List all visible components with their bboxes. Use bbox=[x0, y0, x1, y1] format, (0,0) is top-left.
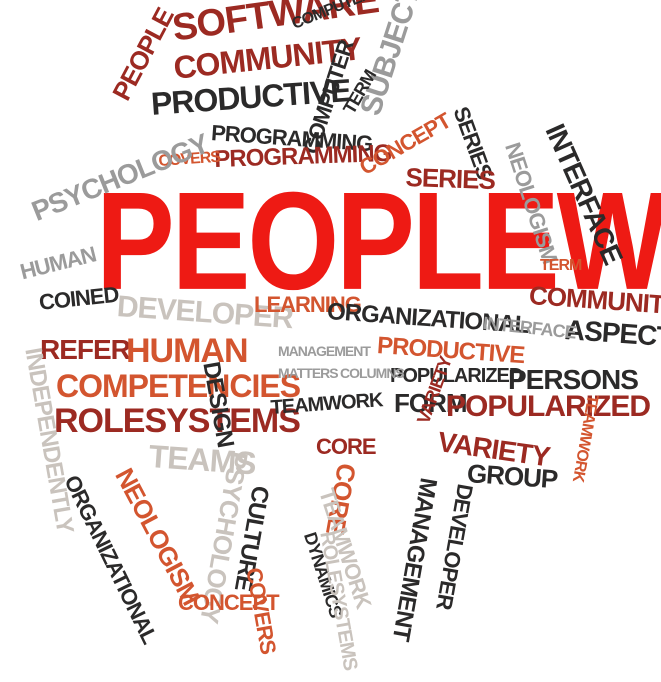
cloud-word-series: SERIES bbox=[405, 162, 496, 196]
cloud-word-concept-low: CONCEPT bbox=[178, 590, 280, 615]
cloud-word-refer: REFER bbox=[40, 334, 131, 365]
cloud-word-human-left: HUMAN bbox=[17, 241, 99, 285]
cloud-word-core-mid: CORE bbox=[316, 434, 377, 459]
cloud-word-popularized-mid: POPULARIZED bbox=[390, 365, 523, 387]
cloud-word-rolesystems: ROLESYSTEMS bbox=[54, 402, 301, 440]
cloud-word-matters: MATTERS bbox=[278, 365, 339, 381]
cloud-word-persons: PERSONS bbox=[508, 364, 639, 395]
cloud-word-covers-low: COVERS bbox=[241, 565, 282, 656]
cloud-word-term-right: TERM bbox=[540, 257, 582, 274]
cloud-word-management: MANAGEMENT bbox=[386, 475, 442, 643]
cloud-word-developer-low: DEVELOPER bbox=[431, 482, 478, 612]
cloud-word-group: GROUP bbox=[466, 458, 559, 495]
cloud-word-popularized: POPULARIZED bbox=[446, 390, 651, 423]
cloud-word-human: HUMAN bbox=[126, 332, 249, 370]
cloud-word-form: FORM bbox=[394, 388, 468, 418]
cloud-word-learning: LEARNING bbox=[254, 292, 362, 317]
cloud-word-aspects: ASPECTS bbox=[563, 314, 661, 354]
cloud-word-columns: COLUMNS bbox=[340, 365, 405, 381]
cloud-word-management-mid: MANAGEMENT bbox=[278, 343, 371, 359]
cloud-word-competencies: COMPETENCIES bbox=[56, 368, 301, 404]
hero-word-peopleware: PEOPLEWARE bbox=[96, 163, 661, 320]
